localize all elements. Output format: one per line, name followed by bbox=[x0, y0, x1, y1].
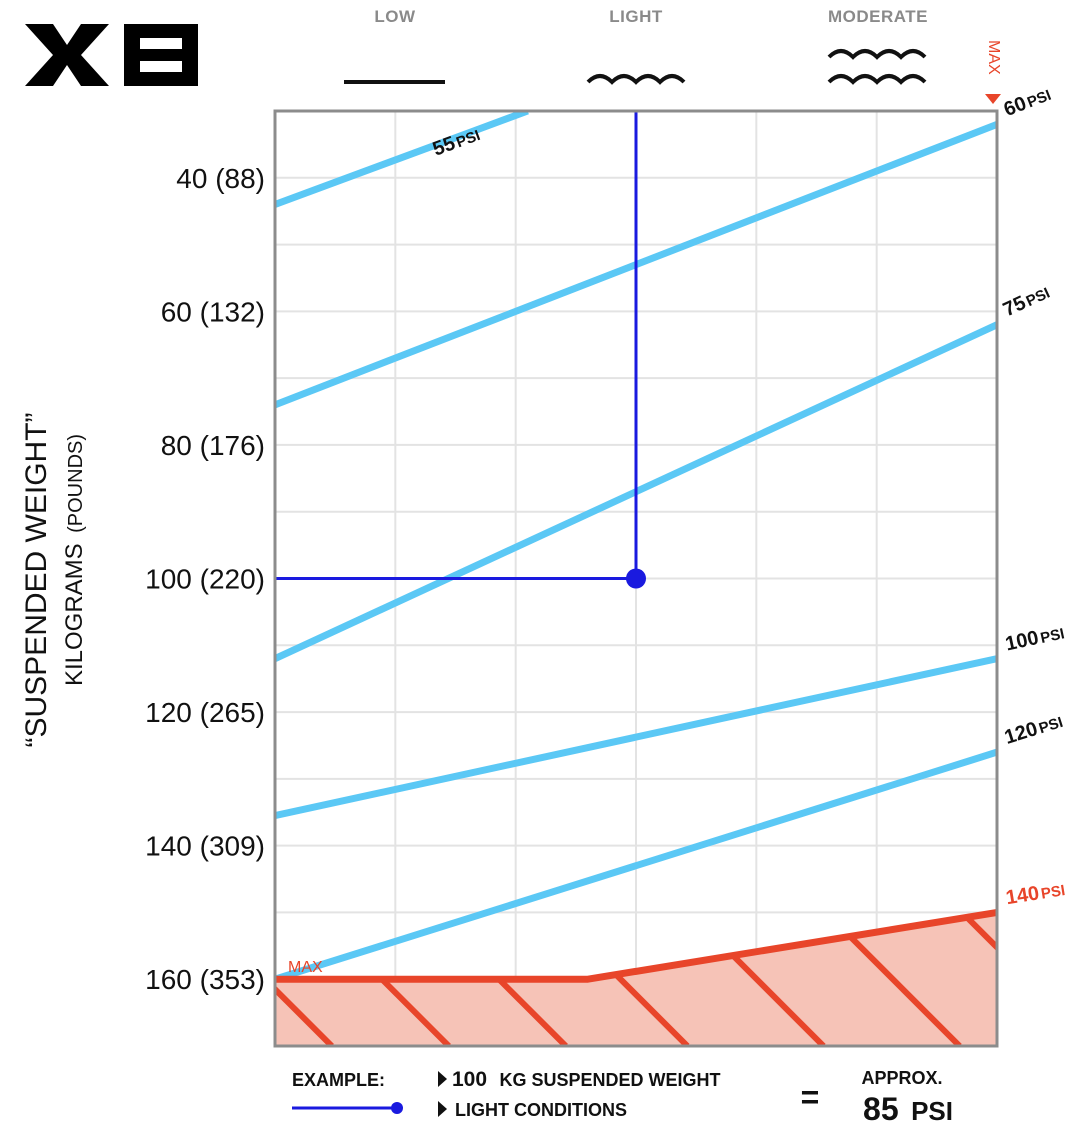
example-conditions: LIGHT CONDITIONS bbox=[455, 1100, 627, 1120]
equals-sign: = bbox=[801, 1079, 820, 1115]
example-guide bbox=[275, 111, 646, 589]
example-weight: 100 KG SUSPENDED WEIGHT bbox=[452, 1068, 721, 1091]
y-axis-title: “SUSPENDED WEIGHT” bbox=[20, 412, 53, 747]
psi-line-120 bbox=[275, 748, 997, 983]
example-weight-number: 100 bbox=[452, 1068, 487, 1091]
light-condition-icon bbox=[586, 74, 686, 85]
psi-label-unit: PSI bbox=[1025, 87, 1054, 112]
psi-label-unit: PSI bbox=[1024, 285, 1053, 311]
psi-line-100 bbox=[275, 655, 997, 820]
example-result-number: 85 bbox=[863, 1091, 899, 1123]
max-zone-hatch bbox=[496, 977, 568, 1046]
psi-label-140: 140PSI bbox=[1004, 878, 1066, 909]
max-column-arrow-icon bbox=[985, 94, 1001, 104]
max-zone-hatch bbox=[964, 915, 997, 952]
max-zone-hatch bbox=[613, 972, 690, 1046]
y-tick-label: 100 (220) bbox=[145, 564, 265, 595]
y-tick-label: 80 (176) bbox=[161, 430, 265, 461]
bullet-arrow-icon bbox=[438, 1101, 447, 1117]
psi-label-number: 100 bbox=[1003, 627, 1040, 656]
psi-label-number: 140 bbox=[1004, 882, 1040, 909]
psi-label-unit: PSI bbox=[1039, 625, 1066, 647]
example-point-swatch bbox=[391, 1102, 403, 1114]
y-tick-label: 160 (353) bbox=[145, 964, 265, 995]
example-point bbox=[626, 568, 646, 589]
max-zone-hatch bbox=[847, 934, 962, 1046]
example-label: EXAMPLE: bbox=[292, 1070, 385, 1090]
y-axis-unit-lb: (POUNDS) bbox=[65, 434, 87, 533]
max-zone-label: MAX bbox=[288, 959, 323, 976]
y-tick-label: 60 (132) bbox=[161, 296, 265, 327]
psi-label-75: 75PSI bbox=[1000, 281, 1053, 321]
condition-label-low: LOW bbox=[374, 7, 416, 26]
example-result-unit: PSI bbox=[911, 1096, 953, 1123]
y-axis-subtitle: KILOGRAMS (POUNDS) bbox=[61, 434, 88, 686]
psi-label-unit: PSI bbox=[1037, 714, 1065, 737]
max-zone-area bbox=[275, 912, 997, 1046]
bullet-arrow-icon bbox=[438, 1071, 447, 1087]
y-axis-ticks: 40 (88) 60 (132) 80 (176) 100 (220) 120 (265… bbox=[145, 163, 265, 995]
approx-label: APPROX. bbox=[861, 1068, 942, 1088]
y-tick-label: 140 (309) bbox=[145, 831, 265, 862]
y-tick-label: 40 (88) bbox=[176, 163, 265, 194]
brand-logo: XB bbox=[25, 24, 198, 86]
psi-label-120: 120PSI bbox=[1002, 710, 1065, 749]
y-tick-label: 120 (265) bbox=[145, 697, 265, 728]
example-weight-text: KG SUSPENDED WEIGHT bbox=[500, 1070, 721, 1090]
psi-label-100: 100PSI bbox=[1003, 621, 1066, 655]
psi-line-55 bbox=[275, 111, 529, 208]
moderate-condition-icon bbox=[827, 49, 927, 85]
psi-label-55: 55PSI bbox=[430, 123, 483, 160]
condition-label-light: LIGHT bbox=[609, 7, 663, 26]
logo-b-mark bbox=[124, 24, 198, 86]
max-zone-fill bbox=[275, 912, 997, 1046]
example-result: 85 PSI bbox=[863, 1091, 953, 1123]
psi-label-unit: PSI bbox=[1040, 882, 1067, 903]
y-axis-unit-kg: KILOGRAMS bbox=[61, 543, 88, 686]
max-zone-hatch bbox=[730, 953, 826, 1046]
logo-x-mark bbox=[25, 24, 109, 86]
plot-frame bbox=[273, 109, 999, 1048]
max-zone-hatch bbox=[379, 977, 451, 1046]
psi-label-60: 60PSI bbox=[1001, 83, 1054, 121]
psi-line-140 bbox=[275, 908, 997, 983]
max-column-label: MAX bbox=[985, 40, 1002, 75]
condition-label-moderate: MODERATE bbox=[828, 7, 928, 26]
psi-label-number: 120 bbox=[1002, 718, 1040, 749]
